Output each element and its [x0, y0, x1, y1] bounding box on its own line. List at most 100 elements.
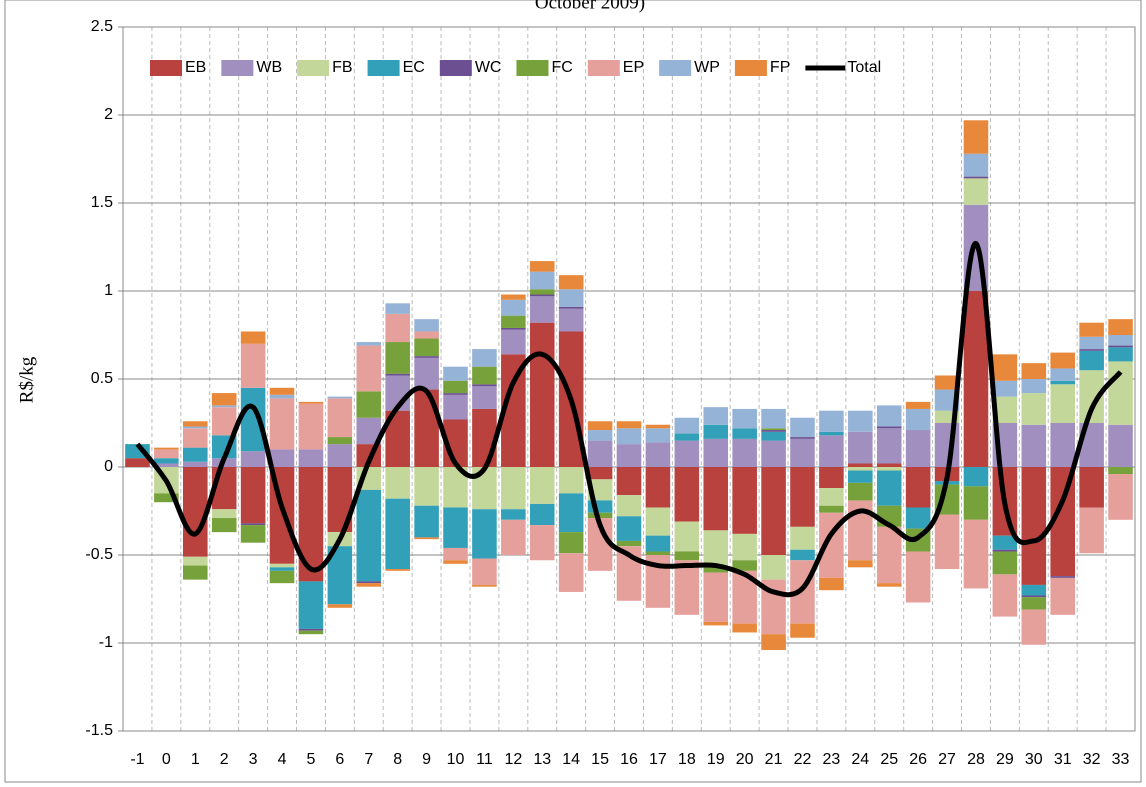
bar-segment	[472, 366, 497, 385]
bar-segment	[356, 583, 382, 587]
bar-segment	[703, 438, 729, 467]
bar-segment	[1108, 319, 1133, 335]
bar-segment	[732, 560, 757, 571]
legend-label: EC	[403, 59, 425, 76]
bar-segment	[298, 628, 324, 631]
bar-segment	[414, 319, 439, 332]
bar-segment	[732, 467, 757, 534]
x-tick-label: 28	[967, 751, 985, 768]
bar-segment	[963, 519, 989, 589]
bar-segment	[269, 449, 295, 467]
x-tick-label: 12	[504, 751, 522, 768]
bar-segment	[529, 289, 555, 295]
x-tick-label: 8	[393, 751, 402, 768]
bar-segment	[732, 408, 757, 429]
bar-segment	[674, 521, 700, 552]
bar-segment	[761, 555, 786, 580]
bar-segment	[876, 470, 902, 506]
legend-label: FP	[770, 59, 790, 76]
legend-swatch	[516, 60, 549, 76]
bar-segment	[848, 463, 873, 467]
bar-segment	[1108, 467, 1133, 475]
bar-segment	[876, 583, 902, 587]
bar-segment	[674, 417, 700, 434]
bar-segment	[645, 507, 671, 536]
x-tick-label: 21	[765, 751, 783, 768]
bar-segment	[240, 525, 266, 543]
bar-segment	[298, 467, 324, 582]
legend-swatch	[659, 60, 692, 76]
bar-segment	[211, 405, 237, 408]
bar-segment	[848, 431, 873, 464]
y-tick-label: -1	[99, 634, 113, 651]
bar-segment	[443, 394, 468, 420]
bar-segment	[963, 120, 989, 154]
bar-segment	[992, 535, 1018, 550]
bar-segment	[558, 493, 584, 533]
bar-segment	[182, 428, 208, 448]
bar-segment	[414, 537, 439, 540]
bar-segment	[529, 296, 555, 323]
bar-segment	[963, 467, 989, 487]
bar-segment	[154, 449, 179, 459]
bar-segment	[1079, 467, 1104, 508]
bar-segment	[443, 393, 468, 395]
bar-segment	[529, 525, 555, 561]
bar-segment	[182, 461, 208, 467]
bar-segment	[905, 401, 931, 409]
bar-segment	[992, 380, 1018, 397]
x-tick-label: 15	[591, 751, 609, 768]
bar-segment	[182, 421, 208, 427]
x-tick-label: 17	[649, 751, 667, 768]
bar-segment	[182, 556, 208, 566]
bar-segment	[819, 577, 844, 591]
bar-segment	[414, 389, 439, 467]
bar-segment	[327, 437, 353, 445]
legend-label: FC	[551, 59, 572, 76]
y-tick-label: 2.5	[91, 18, 113, 35]
bar-segment	[240, 451, 266, 467]
x-tick-label: -1	[130, 751, 144, 768]
bar-segment	[385, 313, 410, 343]
bar-segment	[587, 467, 613, 480]
bar-segment	[472, 509, 497, 559]
bar-segment	[154, 458, 179, 464]
bar-segment	[645, 442, 671, 467]
bar-segment	[558, 467, 584, 494]
bar-segment	[414, 356, 439, 358]
legend-swatch	[439, 60, 472, 76]
bar-segment	[1079, 507, 1104, 554]
bar-segment	[790, 549, 815, 561]
bar-segment	[443, 547, 468, 561]
bar-segment	[240, 467, 266, 524]
total-line	[135, 240, 1123, 598]
x-tick-label: 13	[533, 751, 551, 768]
bar-segment	[934, 375, 960, 390]
x-tick-label: 33	[1112, 751, 1130, 768]
bar-segment	[761, 428, 786, 431]
bar-segment	[1050, 577, 1076, 615]
bar-segment	[125, 458, 150, 467]
bar-segment	[761, 408, 786, 429]
bar-segment	[616, 495, 642, 517]
bar-segment	[385, 342, 410, 374]
chart-border	[4, 0, 1142, 783]
x-tick-label: 24	[851, 751, 869, 768]
bar-segment	[1021, 379, 1047, 394]
bar-segment	[761, 467, 786, 555]
x-tick-label: 10	[447, 751, 465, 768]
legend-label: EB	[185, 59, 206, 76]
bar-segment	[558, 532, 584, 554]
legend-label: WC	[475, 59, 502, 76]
bar-segment	[848, 467, 873, 471]
bar-segment	[269, 567, 295, 571]
x-tick-label: 2	[220, 751, 229, 768]
bar-segment	[819, 435, 844, 467]
bar-segment	[443, 366, 468, 381]
bar-segment	[905, 408, 931, 431]
bar-segment	[298, 449, 324, 467]
bar-segment	[876, 428, 902, 464]
bar-segment	[269, 398, 295, 450]
bar-segment	[1050, 368, 1076, 381]
bar-segment	[963, 486, 989, 520]
